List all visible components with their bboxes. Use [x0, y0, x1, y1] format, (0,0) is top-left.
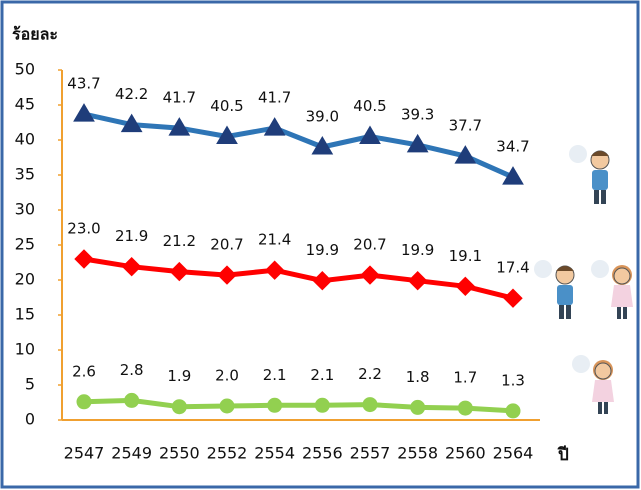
- data-point: [120, 113, 143, 133]
- data-point: [73, 103, 95, 122]
- icon-male: [534, 260, 575, 319]
- x-tick-label: 2547: [64, 444, 105, 463]
- x-axis-label: ปี: [557, 444, 569, 465]
- data-label: 1.8: [406, 368, 430, 386]
- data-label: 37.7: [449, 117, 482, 135]
- x-tick-label: 2552: [207, 444, 248, 463]
- data-label: 20.7: [353, 236, 386, 254]
- data-point: [74, 249, 94, 269]
- data-label: 20.7: [210, 236, 243, 254]
- data-point: [503, 288, 523, 308]
- data-label: 2.6: [72, 362, 96, 380]
- series-line: [83, 397, 514, 414]
- y-tick-label: 5: [25, 375, 35, 394]
- data-point: [407, 270, 428, 291]
- data-label: 39.3: [401, 105, 434, 123]
- data-label: 19.1: [449, 247, 482, 265]
- x-tick-label: 2554: [254, 444, 295, 463]
- x-tick-label: 2557: [350, 444, 391, 463]
- x-tick-label: 2558: [397, 444, 438, 463]
- data-point: [454, 145, 477, 164]
- data-point: [311, 136, 334, 155]
- icon-female: [572, 355, 614, 414]
- data-point: [362, 397, 378, 413]
- data-point: [121, 256, 142, 277]
- data-label: 2.2: [358, 365, 382, 383]
- data-label: 19.9: [401, 241, 434, 259]
- series-line: [83, 111, 515, 180]
- data-point: [169, 261, 190, 282]
- data-label: 21.4: [258, 231, 291, 249]
- data-point: [168, 117, 191, 136]
- data-label: 2.1: [310, 366, 334, 384]
- data-label: 1.3: [501, 371, 525, 389]
- x-tick-label: 2560: [445, 444, 486, 463]
- data-label: 2.0: [215, 367, 239, 385]
- data-label: 23.0: [67, 220, 100, 238]
- data-point: [312, 270, 333, 291]
- data-label: 39.0: [306, 108, 339, 126]
- data-point: [171, 399, 187, 415]
- y-axis-label: ร้อยละ: [12, 25, 58, 44]
- data-label: 2.1: [263, 366, 287, 384]
- data-label: 42.2: [115, 85, 148, 103]
- y-tick-label: 50: [15, 60, 35, 79]
- data-point: [217, 265, 237, 285]
- y-tick-label: 40: [15, 130, 35, 149]
- data-point: [410, 399, 426, 415]
- x-tick-label: 2556: [302, 444, 343, 463]
- y-tick-label: 20: [15, 270, 35, 289]
- data-point: [314, 397, 330, 413]
- data-label: 34.7: [496, 138, 529, 156]
- data-label: 41.7: [258, 89, 291, 107]
- data-point: [264, 260, 285, 280]
- data-point: [359, 125, 381, 144]
- data-point: [455, 276, 476, 297]
- data-label: 43.7: [67, 75, 100, 93]
- y-tick-label: 35: [15, 165, 35, 184]
- data-point: [505, 403, 521, 419]
- icon-male: [569, 145, 610, 204]
- data-label: 41.7: [163, 89, 196, 107]
- data-point: [219, 398, 235, 414]
- data-label: 17.4: [496, 259, 529, 277]
- data-point: [216, 125, 238, 144]
- data-point: [124, 392, 140, 408]
- y-tick-label: 30: [15, 200, 35, 219]
- data-label: 1.7: [453, 369, 477, 387]
- data-point: [406, 133, 429, 153]
- data-point: [76, 394, 92, 410]
- data-label: 21.9: [115, 227, 148, 245]
- data-point: [267, 397, 283, 413]
- data-label: 40.5: [210, 97, 243, 115]
- data-label: 2.8: [120, 361, 144, 379]
- data-label: 21.2: [163, 232, 196, 250]
- data-point: [263, 117, 286, 136]
- y-tick-label: 10: [15, 340, 35, 359]
- y-tick-label: 0: [25, 410, 35, 429]
- data-label: 40.5: [353, 97, 386, 115]
- icon-female: [591, 260, 633, 319]
- y-tick-label: 25: [15, 235, 35, 254]
- x-tick-label: 2564: [493, 444, 534, 463]
- x-tick-label: 2550: [159, 444, 200, 463]
- data-label: 1.9: [167, 367, 191, 385]
- series-line: [83, 256, 514, 301]
- data-point: [457, 400, 473, 416]
- data-label: 19.9: [306, 241, 339, 259]
- data-point: [502, 166, 524, 185]
- data-point: [360, 265, 380, 285]
- x-tick-label: 2549: [111, 444, 152, 463]
- y-tick-label: 15: [15, 305, 35, 324]
- y-tick-label: 45: [15, 95, 35, 114]
